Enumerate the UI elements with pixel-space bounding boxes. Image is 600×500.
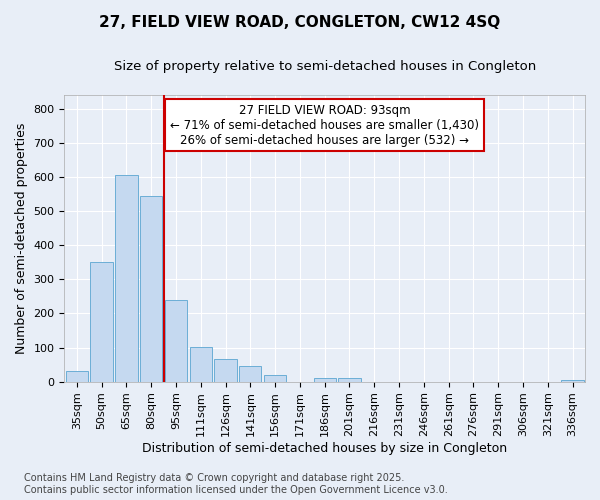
Bar <box>65 372 88 382</box>
Bar <box>91 262 113 382</box>
Bar <box>264 375 286 382</box>
Text: 27, FIELD VIEW ROAD, CONGLETON, CW12 4SQ: 27, FIELD VIEW ROAD, CONGLETON, CW12 4SQ <box>100 15 500 30</box>
Bar <box>190 347 212 382</box>
Bar <box>338 378 361 382</box>
Bar <box>314 378 336 382</box>
Bar <box>562 380 584 382</box>
Text: 27 FIELD VIEW ROAD: 93sqm
← 71% of semi-detached houses are smaller (1,430)
26% : 27 FIELD VIEW ROAD: 93sqm ← 71% of semi-… <box>170 104 479 146</box>
Title: Size of property relative to semi-detached houses in Congleton: Size of property relative to semi-detach… <box>113 60 536 73</box>
X-axis label: Distribution of semi-detached houses by size in Congleton: Distribution of semi-detached houses by … <box>142 442 507 455</box>
Y-axis label: Number of semi-detached properties: Number of semi-detached properties <box>15 122 28 354</box>
Bar <box>214 358 236 382</box>
Text: Contains HM Land Registry data © Crown copyright and database right 2025.
Contai: Contains HM Land Registry data © Crown c… <box>24 474 448 495</box>
Bar <box>239 366 262 382</box>
Bar <box>165 300 187 382</box>
Bar <box>140 196 163 382</box>
Bar <box>115 174 137 382</box>
